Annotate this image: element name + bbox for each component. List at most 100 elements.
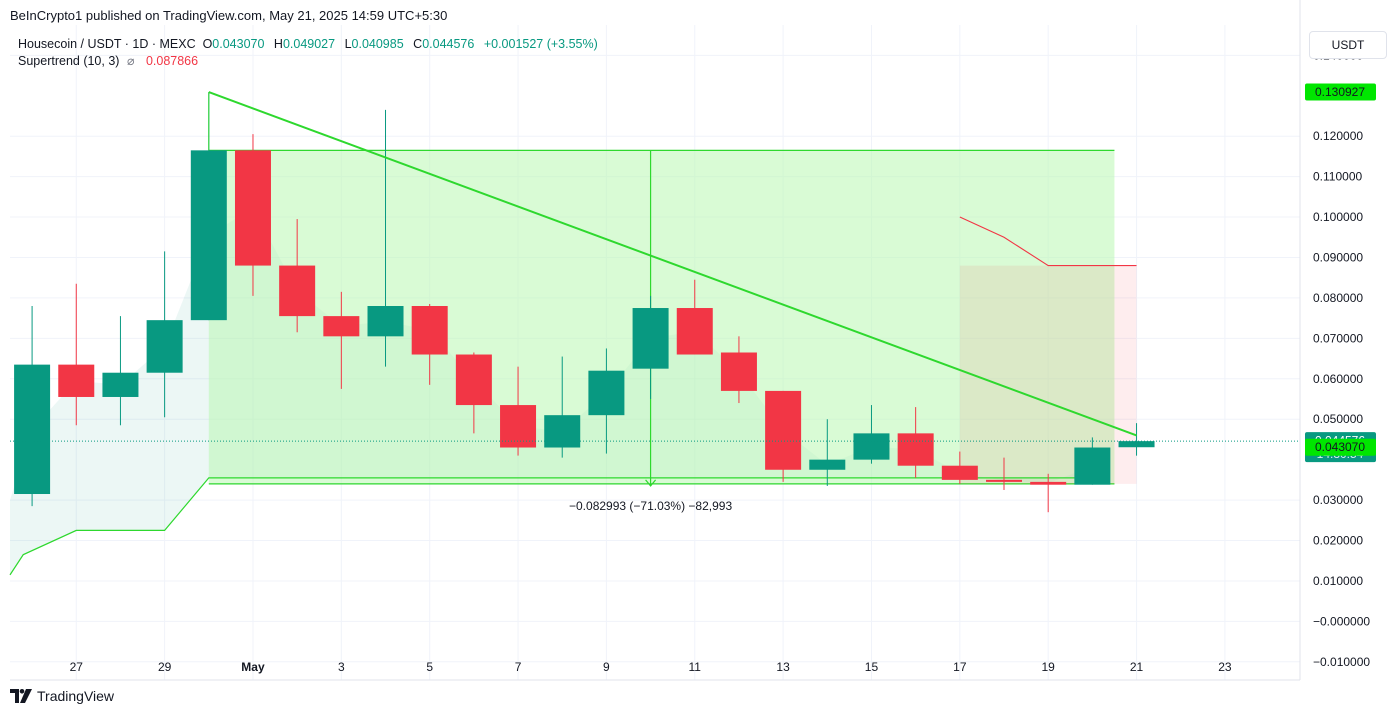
price-tag: 0.043070 — [1305, 438, 1376, 456]
measure-label: −0.082993 (−71.03%) −82,993 — [569, 499, 732, 513]
candle — [897, 407, 934, 478]
candle-body — [411, 306, 448, 355]
candle — [588, 348, 625, 454]
y-tick-label: 0.060000 — [1313, 372, 1363, 386]
x-tick-label: 15 — [865, 660, 879, 674]
candle — [367, 109, 404, 367]
x-tick-label: 29 — [158, 660, 172, 674]
supertrend-down-line — [959, 216, 1137, 267]
tradingview-logo-icon — [10, 689, 32, 703]
candle-body — [500, 405, 537, 448]
open-label: O — [202, 37, 213, 51]
open-value: 0.043070 — [212, 37, 265, 51]
candle-body — [455, 354, 492, 406]
currency-button[interactable]: USDT — [1309, 31, 1387, 59]
candle-body — [367, 306, 404, 337]
candle-body — [102, 372, 139, 397]
candle — [234, 134, 271, 296]
candle-body — [809, 459, 846, 470]
candle-body — [234, 150, 271, 266]
ohlc-row: Housecoin / USDT · 1D · MEXC O0.043070 H… — [18, 36, 598, 53]
candle — [1118, 423, 1155, 456]
candle-body — [323, 316, 360, 337]
candle-body — [1118, 441, 1155, 448]
x-tick-label: May — [241, 660, 265, 674]
x-tick-label: 21 — [1130, 660, 1144, 674]
y-tick-label: −0.010000 — [1313, 655, 1370, 669]
candle-body — [190, 150, 227, 321]
y-tick-label: 0.090000 — [1313, 250, 1363, 264]
logo-text: TradingView — [37, 688, 115, 704]
candle — [853, 405, 890, 464]
change-value: +0.001527 (+3.55%) — [483, 37, 598, 51]
price-tag: 0.130927 — [1305, 83, 1376, 101]
candle — [676, 279, 713, 355]
hidden-eye-icon[interactable]: ⌀ — [126, 54, 135, 68]
y-tick-label: 0.100000 — [1313, 210, 1363, 224]
low-label: L — [344, 37, 352, 51]
candle-body — [986, 479, 1023, 482]
measure-arrow-head — [645, 479, 657, 487]
candle — [455, 352, 492, 434]
x-tick-label: 27 — [70, 660, 84, 674]
supertrend-up-line — [9, 477, 1093, 576]
candle — [411, 303, 448, 385]
symbol-label[interactable]: Housecoin / USDT · 1D · MEXC — [18, 37, 196, 51]
candle — [500, 366, 537, 456]
x-tick-label: 3 — [338, 660, 345, 674]
y-tick-label: 0.020000 — [1313, 534, 1363, 548]
candle-body — [853, 433, 890, 460]
close-label: C — [413, 37, 423, 51]
y-tick-label: 0.050000 — [1313, 412, 1363, 426]
indicator-value: 0.087866 — [145, 54, 199, 68]
candle — [809, 419, 846, 486]
candle-body — [279, 265, 316, 317]
close-value: 0.044576 — [422, 37, 475, 51]
candle — [544, 356, 581, 458]
candle-body — [588, 370, 625, 416]
candle — [1074, 437, 1111, 485]
candle — [58, 283, 95, 426]
candle-body — [765, 390, 802, 470]
y-tick-label: −0.000000 — [1313, 614, 1370, 628]
indicator-label[interactable]: Supertrend (10, 3) — [18, 54, 120, 68]
x-tick-label: 9 — [603, 660, 610, 674]
publisher-line: BeInCrypto1 published on TradingView.com… — [10, 8, 448, 23]
candle — [323, 291, 360, 389]
supertrend-down-fill — [959, 265, 1137, 484]
high-label: H — [273, 37, 283, 51]
price-tag-bg — [1305, 83, 1376, 101]
candle-body — [941, 465, 978, 480]
candle-body — [1030, 481, 1067, 485]
price-tag-bg — [1305, 438, 1376, 456]
indicator-row: Supertrend (10, 3) ⌀ 0.087866 — [18, 53, 598, 70]
x-tick-label: 19 — [1042, 660, 1056, 674]
candle-body — [544, 415, 581, 448]
y-tick-label: 0.030000 — [1313, 493, 1363, 507]
candle — [941, 451, 978, 484]
y-tick-label: 0.110000 — [1313, 170, 1362, 184]
price-tag-value: 0.043070 — [1315, 440, 1365, 454]
x-tick-label: 23 — [1218, 660, 1232, 674]
candle — [720, 336, 757, 404]
candle-body — [146, 320, 183, 373]
low-value: 0.040985 — [351, 37, 404, 51]
candle — [986, 457, 1023, 490]
x-tick-label: 11 — [689, 660, 702, 674]
descending-trendline — [208, 91, 1137, 437]
candle-body — [1074, 447, 1111, 485]
y-tick-label: 0.120000 — [1313, 129, 1363, 143]
candle — [1030, 473, 1067, 513]
candle-body — [632, 308, 669, 369]
candle — [14, 306, 51, 507]
x-tick-label: 13 — [776, 660, 790, 674]
price-tag-value: 0.130927 — [1315, 85, 1365, 99]
y-tick-label: 0.080000 — [1313, 291, 1363, 305]
candle — [146, 251, 183, 418]
tradingview-logo[interactable]: TradingView — [10, 688, 114, 704]
chart-legend: Housecoin / USDT · 1D · MEXC O0.043070 H… — [18, 36, 598, 70]
candle-body — [676, 308, 713, 355]
candle — [765, 390, 802, 482]
y-tick-label: 0.010000 — [1313, 574, 1363, 588]
